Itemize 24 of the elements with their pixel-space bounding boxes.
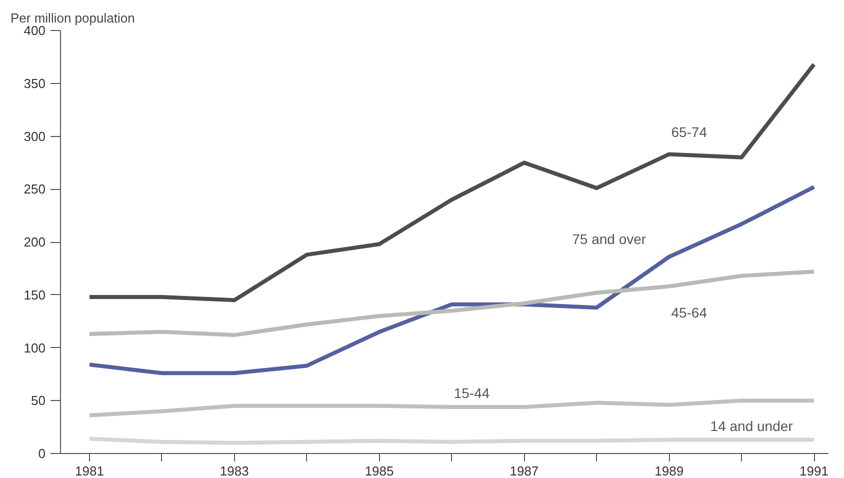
series-label: 75 and over <box>572 230 646 247</box>
y-tick-label: 350 <box>24 76 46 91</box>
series-label: 14 and under <box>710 418 794 434</box>
line-series <box>87 270 816 338</box>
y-tick-label: 50 <box>31 393 46 408</box>
x-tick-label: 1985 <box>364 464 394 478</box>
line-series <box>87 185 816 376</box>
x-tick-label: 1991 <box>800 464 828 478</box>
series-label: 45-64 <box>671 304 708 320</box>
y-tick-label: 0 <box>38 446 46 461</box>
y-tick-label: 200 <box>24 234 46 250</box>
series-label: 65-74 <box>671 124 708 140</box>
y-tick-label: 150 <box>24 287 46 302</box>
y-tick-label: 250 <box>24 182 46 197</box>
x-tick-label: 1983 <box>220 464 249 478</box>
x-tick-label: 1981 <box>75 464 104 478</box>
y-tick-label: 100 <box>24 340 46 356</box>
y-tick-label: 400 <box>24 23 46 38</box>
x-tick-label: 1987 <box>510 464 539 478</box>
line-series <box>87 62 816 302</box>
x-tick-label: 1989 <box>654 464 684 478</box>
y-axis-title: Per million population <box>10 10 135 26</box>
series-label: 15-44 <box>454 384 490 401</box>
y-tick-label: 300 <box>24 128 46 144</box>
